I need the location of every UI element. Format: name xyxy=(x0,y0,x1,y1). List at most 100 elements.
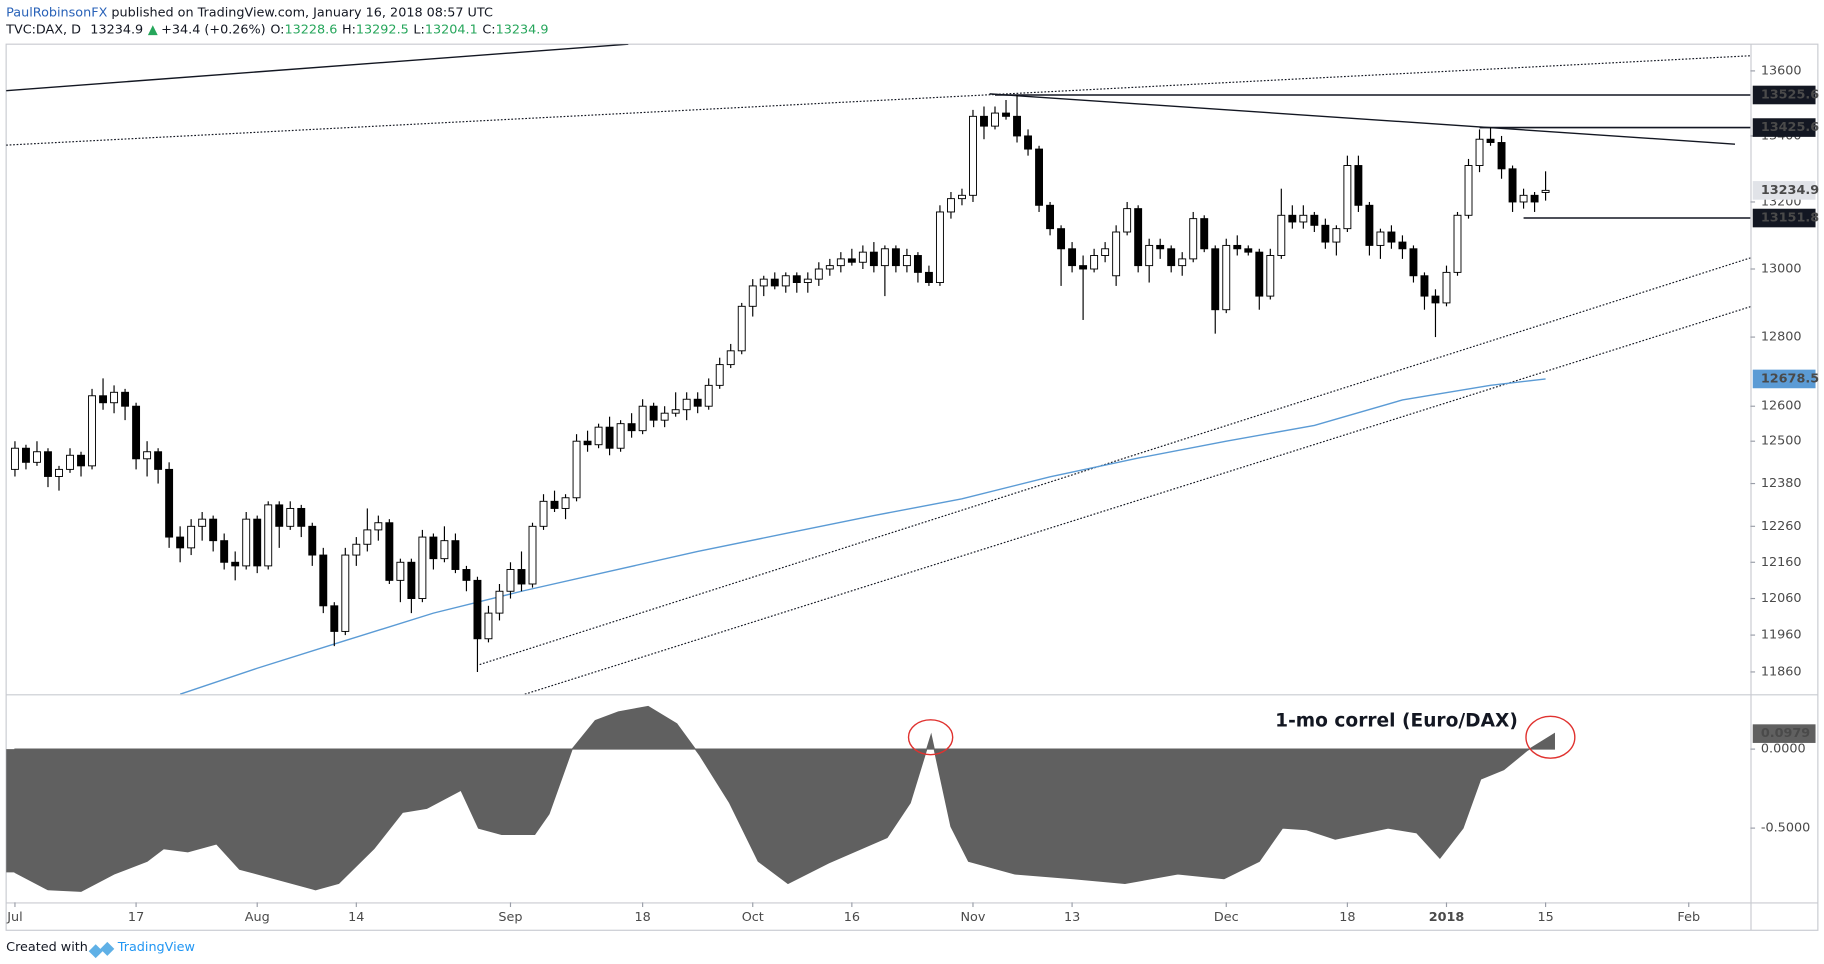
published: published on TradingView.com, January 16… xyxy=(107,5,493,20)
candle-body xyxy=(572,440,581,499)
candle-body xyxy=(1156,244,1165,250)
candle-body xyxy=(902,255,911,267)
y-tick-label: -0.5000 xyxy=(1761,821,1810,836)
candle-body xyxy=(980,115,988,127)
candle-body xyxy=(891,248,900,267)
candle-body xyxy=(770,278,779,287)
candle-body xyxy=(947,198,955,213)
candle-body xyxy=(407,561,416,599)
last-price-label-box xyxy=(1752,181,1816,200)
x-tick-label: Feb xyxy=(1677,910,1700,925)
x-tick-label: Sep xyxy=(498,910,522,925)
candle-body xyxy=(1233,244,1242,250)
candle-body xyxy=(1167,248,1176,267)
candle-body xyxy=(1486,138,1495,143)
candle-body xyxy=(1464,165,1473,216)
y-tick-label: 12600 xyxy=(1761,399,1802,414)
y-tick-label: 12060 xyxy=(1761,591,1802,606)
x-tick-label: 17 xyxy=(128,910,144,925)
candle-body xyxy=(1123,208,1132,233)
candle-body xyxy=(792,275,801,283)
o-key: O: xyxy=(270,23,284,38)
x-tick-label: 18 xyxy=(1339,910,1355,925)
candle-body xyxy=(10,447,19,470)
candle-body xyxy=(1519,194,1528,203)
c-val: 13234.9 xyxy=(496,23,549,38)
candle-body xyxy=(561,497,570,509)
level-label: 13151.8 xyxy=(1761,211,1819,226)
candle-body xyxy=(847,258,856,263)
candle-body xyxy=(143,451,152,460)
candle-body xyxy=(715,364,724,386)
x-tick-label: Jul xyxy=(6,910,22,925)
candle-body xyxy=(528,525,537,585)
candle-body xyxy=(924,271,933,283)
candle-body xyxy=(44,451,52,477)
frame xyxy=(5,43,1819,931)
candle-body xyxy=(880,248,889,267)
candle-body xyxy=(418,536,427,599)
candle-body xyxy=(935,211,944,283)
candle-body xyxy=(682,398,691,411)
l-val: 13204.1 xyxy=(425,23,478,38)
candle-body xyxy=(132,405,141,460)
candle-body xyxy=(1530,194,1539,203)
x-tick-label: Nov xyxy=(961,910,986,925)
candle-body xyxy=(319,554,328,607)
candle-body xyxy=(473,579,482,640)
candle-body xyxy=(1189,218,1198,260)
candle-body xyxy=(1420,275,1429,297)
candle-body xyxy=(913,255,922,273)
candle-body xyxy=(1090,255,1099,270)
footer-brand[interactable]: TradingView xyxy=(117,940,195,955)
author[interactable]: PaulRobinsonFX xyxy=(6,5,107,20)
candle-body xyxy=(1376,231,1385,246)
x-tick-label: Dec xyxy=(1214,910,1239,925)
candle-body xyxy=(1035,148,1044,206)
x-tick-label: 18 xyxy=(634,910,650,925)
candle-body xyxy=(1277,214,1286,256)
candle-body xyxy=(737,305,746,352)
candle-body xyxy=(1310,214,1319,226)
candle-body xyxy=(1222,244,1231,311)
level-label-box xyxy=(1752,85,1816,105)
y-tick-label: 13600 xyxy=(1761,63,1802,78)
candle-body xyxy=(121,391,130,407)
l-key: L: xyxy=(413,23,424,38)
candle-body xyxy=(110,391,119,404)
trendline xyxy=(6,44,629,92)
candle-body xyxy=(1002,112,1010,117)
y-tick-label: 12260 xyxy=(1761,519,1802,534)
candle-body xyxy=(1387,231,1396,243)
highlight-circle xyxy=(1525,715,1576,759)
candle-body xyxy=(440,540,449,560)
candle-body xyxy=(869,251,878,267)
y-tick-label: 11860 xyxy=(1761,664,1802,679)
candle-body xyxy=(1299,214,1308,223)
candle-body xyxy=(429,536,438,560)
candle-body xyxy=(704,384,713,407)
trendline xyxy=(6,55,1751,146)
x-tick-label: 15 xyxy=(1537,910,1553,925)
candle-body xyxy=(748,285,757,307)
candle-body xyxy=(341,554,350,632)
candle-body xyxy=(1431,295,1440,304)
candle-body xyxy=(1332,228,1341,243)
candle-body xyxy=(198,518,207,527)
level-label-box xyxy=(1752,118,1816,137)
candle-body xyxy=(1112,231,1121,277)
candle-body xyxy=(1475,138,1484,166)
x-tick-label: 2018 xyxy=(1429,910,1465,925)
candle-body xyxy=(550,500,559,509)
candle-body xyxy=(33,451,41,463)
level-label-box xyxy=(1752,208,1816,228)
candle-body xyxy=(1046,204,1055,230)
symbol: TVC:DAX, D xyxy=(5,23,81,38)
candle-body xyxy=(594,426,603,446)
arrow: ▲ xyxy=(148,23,158,38)
candle-body xyxy=(1398,241,1407,250)
correlation-fill-left xyxy=(6,749,15,873)
last: 13234.9 xyxy=(90,23,143,38)
